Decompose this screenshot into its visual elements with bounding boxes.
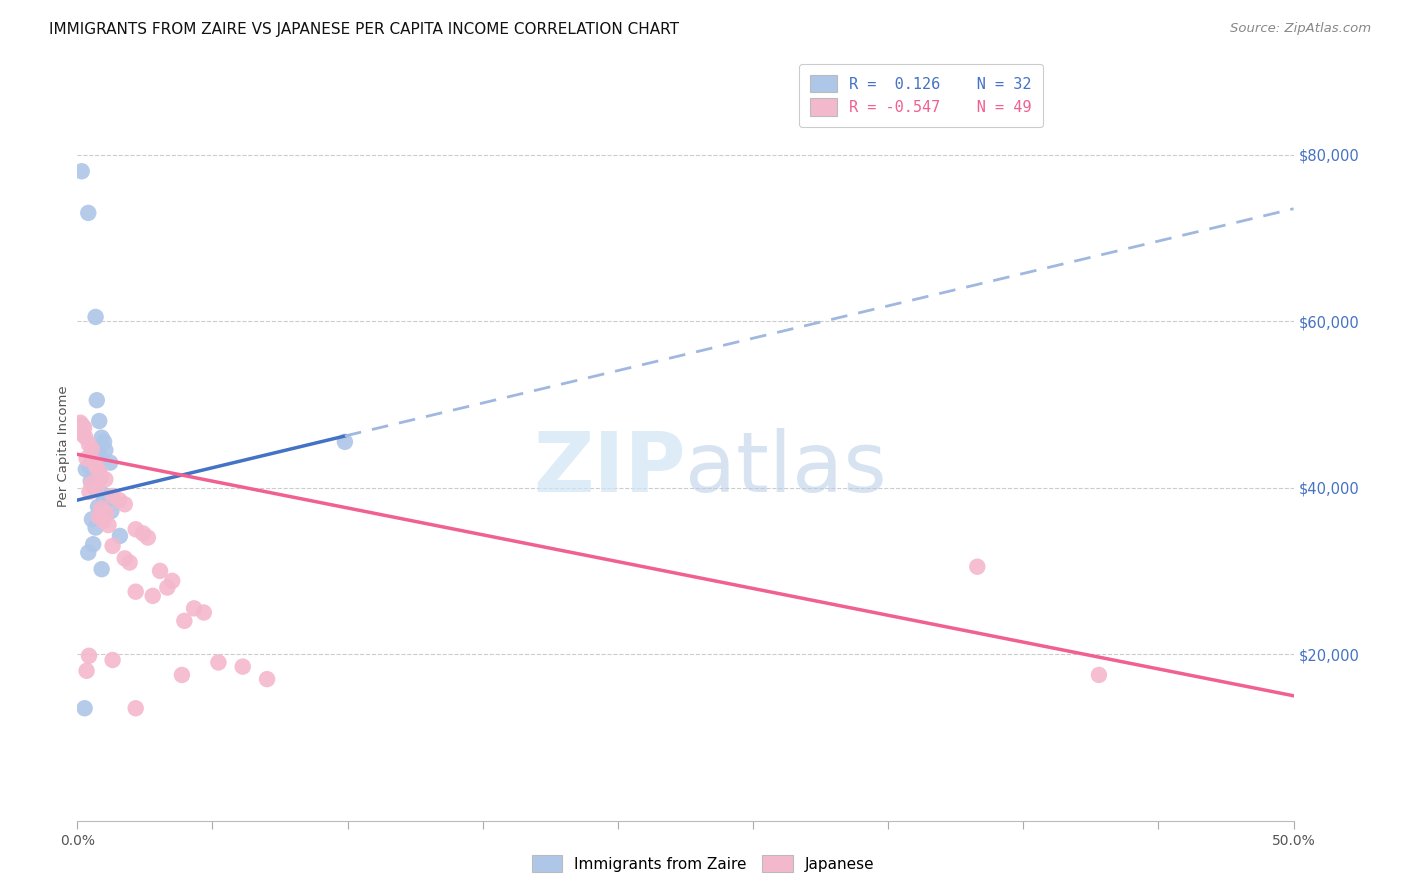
Point	[73, 701, 96, 715]
Point	[87, 509, 110, 524]
Point	[173, 614, 195, 628]
Point	[86, 481, 108, 495]
Point	[193, 606, 215, 620]
Point	[93, 514, 115, 528]
Point	[160, 574, 183, 588]
Point	[94, 506, 117, 520]
Point	[80, 442, 103, 457]
Text: IMMIGRANTS FROM ZAIRE VS JAPANESE PER CAPITA INCOME CORRELATION CHART: IMMIGRANTS FROM ZAIRE VS JAPANESE PER CA…	[49, 22, 679, 37]
Point	[79, 459, 101, 474]
Point	[89, 468, 111, 483]
Point	[232, 659, 254, 673]
Point	[72, 427, 94, 442]
Point	[70, 164, 93, 178]
Point	[79, 484, 101, 499]
Point	[77, 545, 100, 559]
Point	[114, 551, 136, 566]
Point	[91, 487, 114, 501]
Point	[77, 437, 100, 451]
Text: Source: ZipAtlas.com: Source: ZipAtlas.com	[1230, 22, 1371, 36]
Point	[80, 512, 103, 526]
Point	[82, 537, 104, 551]
Point	[73, 420, 96, 434]
Point	[97, 518, 120, 533]
Point	[93, 495, 115, 509]
Point	[101, 539, 124, 553]
Point	[142, 589, 165, 603]
Point	[149, 564, 172, 578]
Point	[94, 472, 117, 486]
Y-axis label: Per Capita Income: Per Capita Income	[58, 385, 70, 507]
Point	[94, 443, 117, 458]
Point	[89, 414, 111, 428]
Point	[86, 483, 108, 497]
Point	[77, 206, 100, 220]
Point	[97, 491, 120, 506]
Point	[114, 497, 136, 511]
Point	[83, 456, 105, 470]
Point	[183, 601, 205, 615]
Point	[125, 701, 148, 715]
Point	[98, 456, 121, 470]
Point	[77, 648, 100, 663]
Point	[170, 668, 193, 682]
Point	[101, 653, 124, 667]
Legend: R =  0.126    N = 32, R = -0.547    N = 49: R = 0.126 N = 32, R = -0.547 N = 49	[799, 64, 1043, 127]
Point	[80, 476, 103, 491]
Point	[87, 500, 110, 514]
Point	[76, 664, 98, 678]
Point	[101, 489, 124, 503]
Point	[76, 451, 98, 466]
Point	[84, 459, 107, 474]
Point	[87, 464, 110, 478]
Point	[125, 522, 148, 536]
Point	[136, 531, 159, 545]
Point	[118, 556, 141, 570]
Text: atlas: atlas	[686, 428, 887, 509]
Point	[108, 493, 131, 508]
Point	[156, 581, 179, 595]
Text: ZIP: ZIP	[533, 428, 686, 509]
Point	[84, 466, 107, 480]
Point	[966, 559, 988, 574]
Point	[1088, 668, 1111, 682]
Point	[108, 529, 131, 543]
Point	[100, 504, 122, 518]
Point	[125, 584, 148, 599]
Point	[86, 393, 108, 408]
Point	[89, 447, 111, 461]
Point	[90, 501, 112, 516]
Point	[93, 434, 115, 449]
Point	[69, 416, 91, 430]
Point	[75, 430, 97, 444]
Point	[82, 479, 104, 493]
Point	[90, 431, 112, 445]
Point	[333, 434, 356, 449]
Point	[84, 310, 107, 324]
Point	[89, 470, 111, 484]
Point	[80, 456, 103, 470]
Point	[207, 656, 229, 670]
Point	[132, 526, 155, 541]
Legend: Immigrants from Zaire, Japanese: Immigrants from Zaire, Japanese	[524, 847, 882, 880]
Point	[256, 672, 278, 686]
Point	[80, 474, 103, 488]
Point	[90, 562, 112, 576]
Point	[83, 451, 105, 466]
Point	[75, 462, 97, 476]
Point	[84, 520, 107, 534]
Point	[70, 418, 93, 433]
Point	[70, 424, 93, 438]
